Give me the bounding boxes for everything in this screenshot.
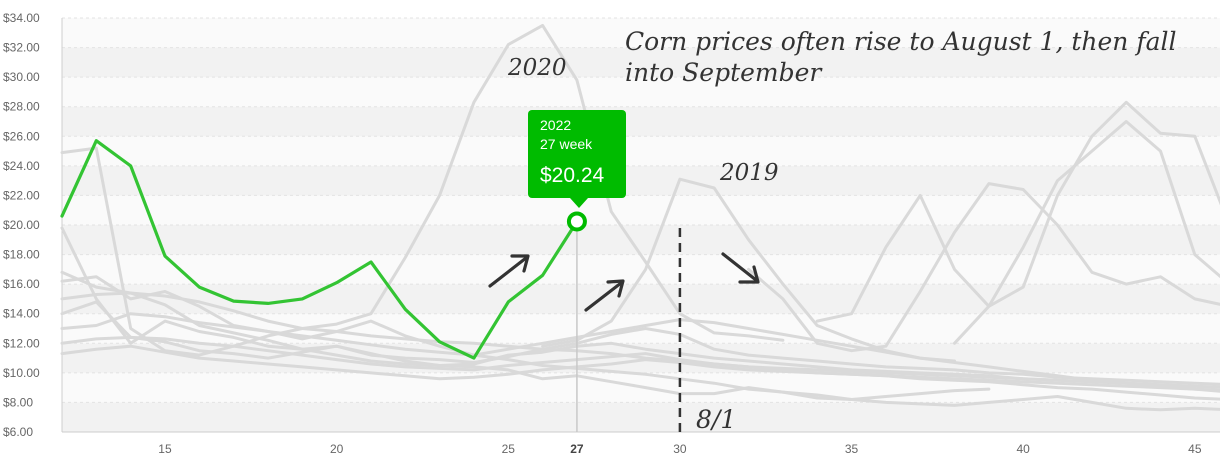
background-series-line	[60, 335, 1220, 389]
grid-band	[62, 284, 1220, 314]
y-tick-label: $24.00	[3, 159, 40, 173]
headline-line-2: into September	[625, 58, 823, 87]
y-tick-label: $14.00	[3, 307, 40, 321]
x-tick-label: 25	[502, 442, 516, 456]
y-tick-label: $32.00	[3, 41, 40, 55]
y-tick-label: $18.00	[3, 248, 40, 262]
guides	[576, 221, 682, 432]
active-point-marker	[566, 211, 587, 232]
y-axis: $6.00 $8.00 $10.00 $12.00 $14.00 $16.00 $18.00…	[3, 11, 63, 439]
label-8-1: 8/1	[696, 405, 736, 434]
tooltip-box	[528, 110, 626, 198]
grid-band	[62, 165, 1220, 196]
x-tick-label: 30	[673, 442, 687, 456]
y-tick-label: $26.00	[3, 129, 40, 143]
background-series-group	[60, 23, 1220, 412]
label-2020: 2020	[507, 55, 567, 81]
y-tick-label: $20.00	[3, 218, 40, 232]
y-tick-label: $30.00	[3, 70, 40, 84]
x-tick-label: 20	[330, 442, 344, 456]
label-2019: 2019	[719, 160, 779, 186]
y-tick-label: $22.00	[3, 188, 40, 202]
x-tick-label: 40	[1017, 442, 1031, 456]
y-tick-label: $12.00	[3, 336, 40, 350]
y-tick-label: $10.00	[3, 366, 40, 380]
grid-band	[62, 18, 1220, 48]
y-tick-label: $28.00	[3, 100, 40, 114]
x-tick-label: 45	[1188, 442, 1202, 456]
background-series-line	[60, 291, 1220, 401]
y-tick-label: $34.00	[3, 11, 40, 25]
tooltip-title: 2022	[540, 117, 571, 133]
background-series-line	[60, 270, 1220, 386]
background-series-line	[747, 182, 1220, 353]
x-axis: 15 20 25 27 30 35 40 45	[62, 431, 1220, 456]
grid-band	[62, 136, 1220, 166]
tooltip-value: $20.24	[540, 164, 605, 187]
grid-band	[62, 47, 1220, 78]
background-series-line	[953, 120, 1220, 345]
x-tick-label: 27	[570, 442, 584, 456]
x-tick-label: 15	[158, 442, 172, 456]
y-tick-label: $6.00	[3, 425, 33, 439]
y-tick-label: $8.00	[3, 395, 33, 409]
grid-band	[62, 77, 1220, 107]
tooltip-pointer	[570, 198, 588, 208]
background-series-line	[60, 23, 785, 357]
arrow-down-right-icon	[721, 252, 760, 284]
arrow-up-right-icon	[584, 279, 625, 312]
background-series-line	[60, 312, 1220, 393]
arrow-up-right-icon	[488, 254, 530, 288]
grid-band	[62, 402, 1220, 432]
tooltip-subtitle: 27 week	[540, 136, 593, 152]
highlight-series-line	[60, 139, 579, 360]
grid-band	[62, 195, 1220, 225]
tooltip: 2022 27 week $20.24	[528, 110, 626, 208]
grid-band	[62, 254, 1220, 285]
grid-band	[62, 106, 1220, 137]
highlight-series-group	[60, 139, 587, 360]
annotations: Corn prices often rise to August 1, then…	[488, 27, 1176, 434]
x-tick-label: 35	[845, 442, 859, 456]
headline-line-1: Corn prices often rise to August 1, then…	[625, 27, 1176, 56]
background-series-line	[815, 100, 1220, 323]
y-tick-label: $16.00	[3, 277, 40, 291]
